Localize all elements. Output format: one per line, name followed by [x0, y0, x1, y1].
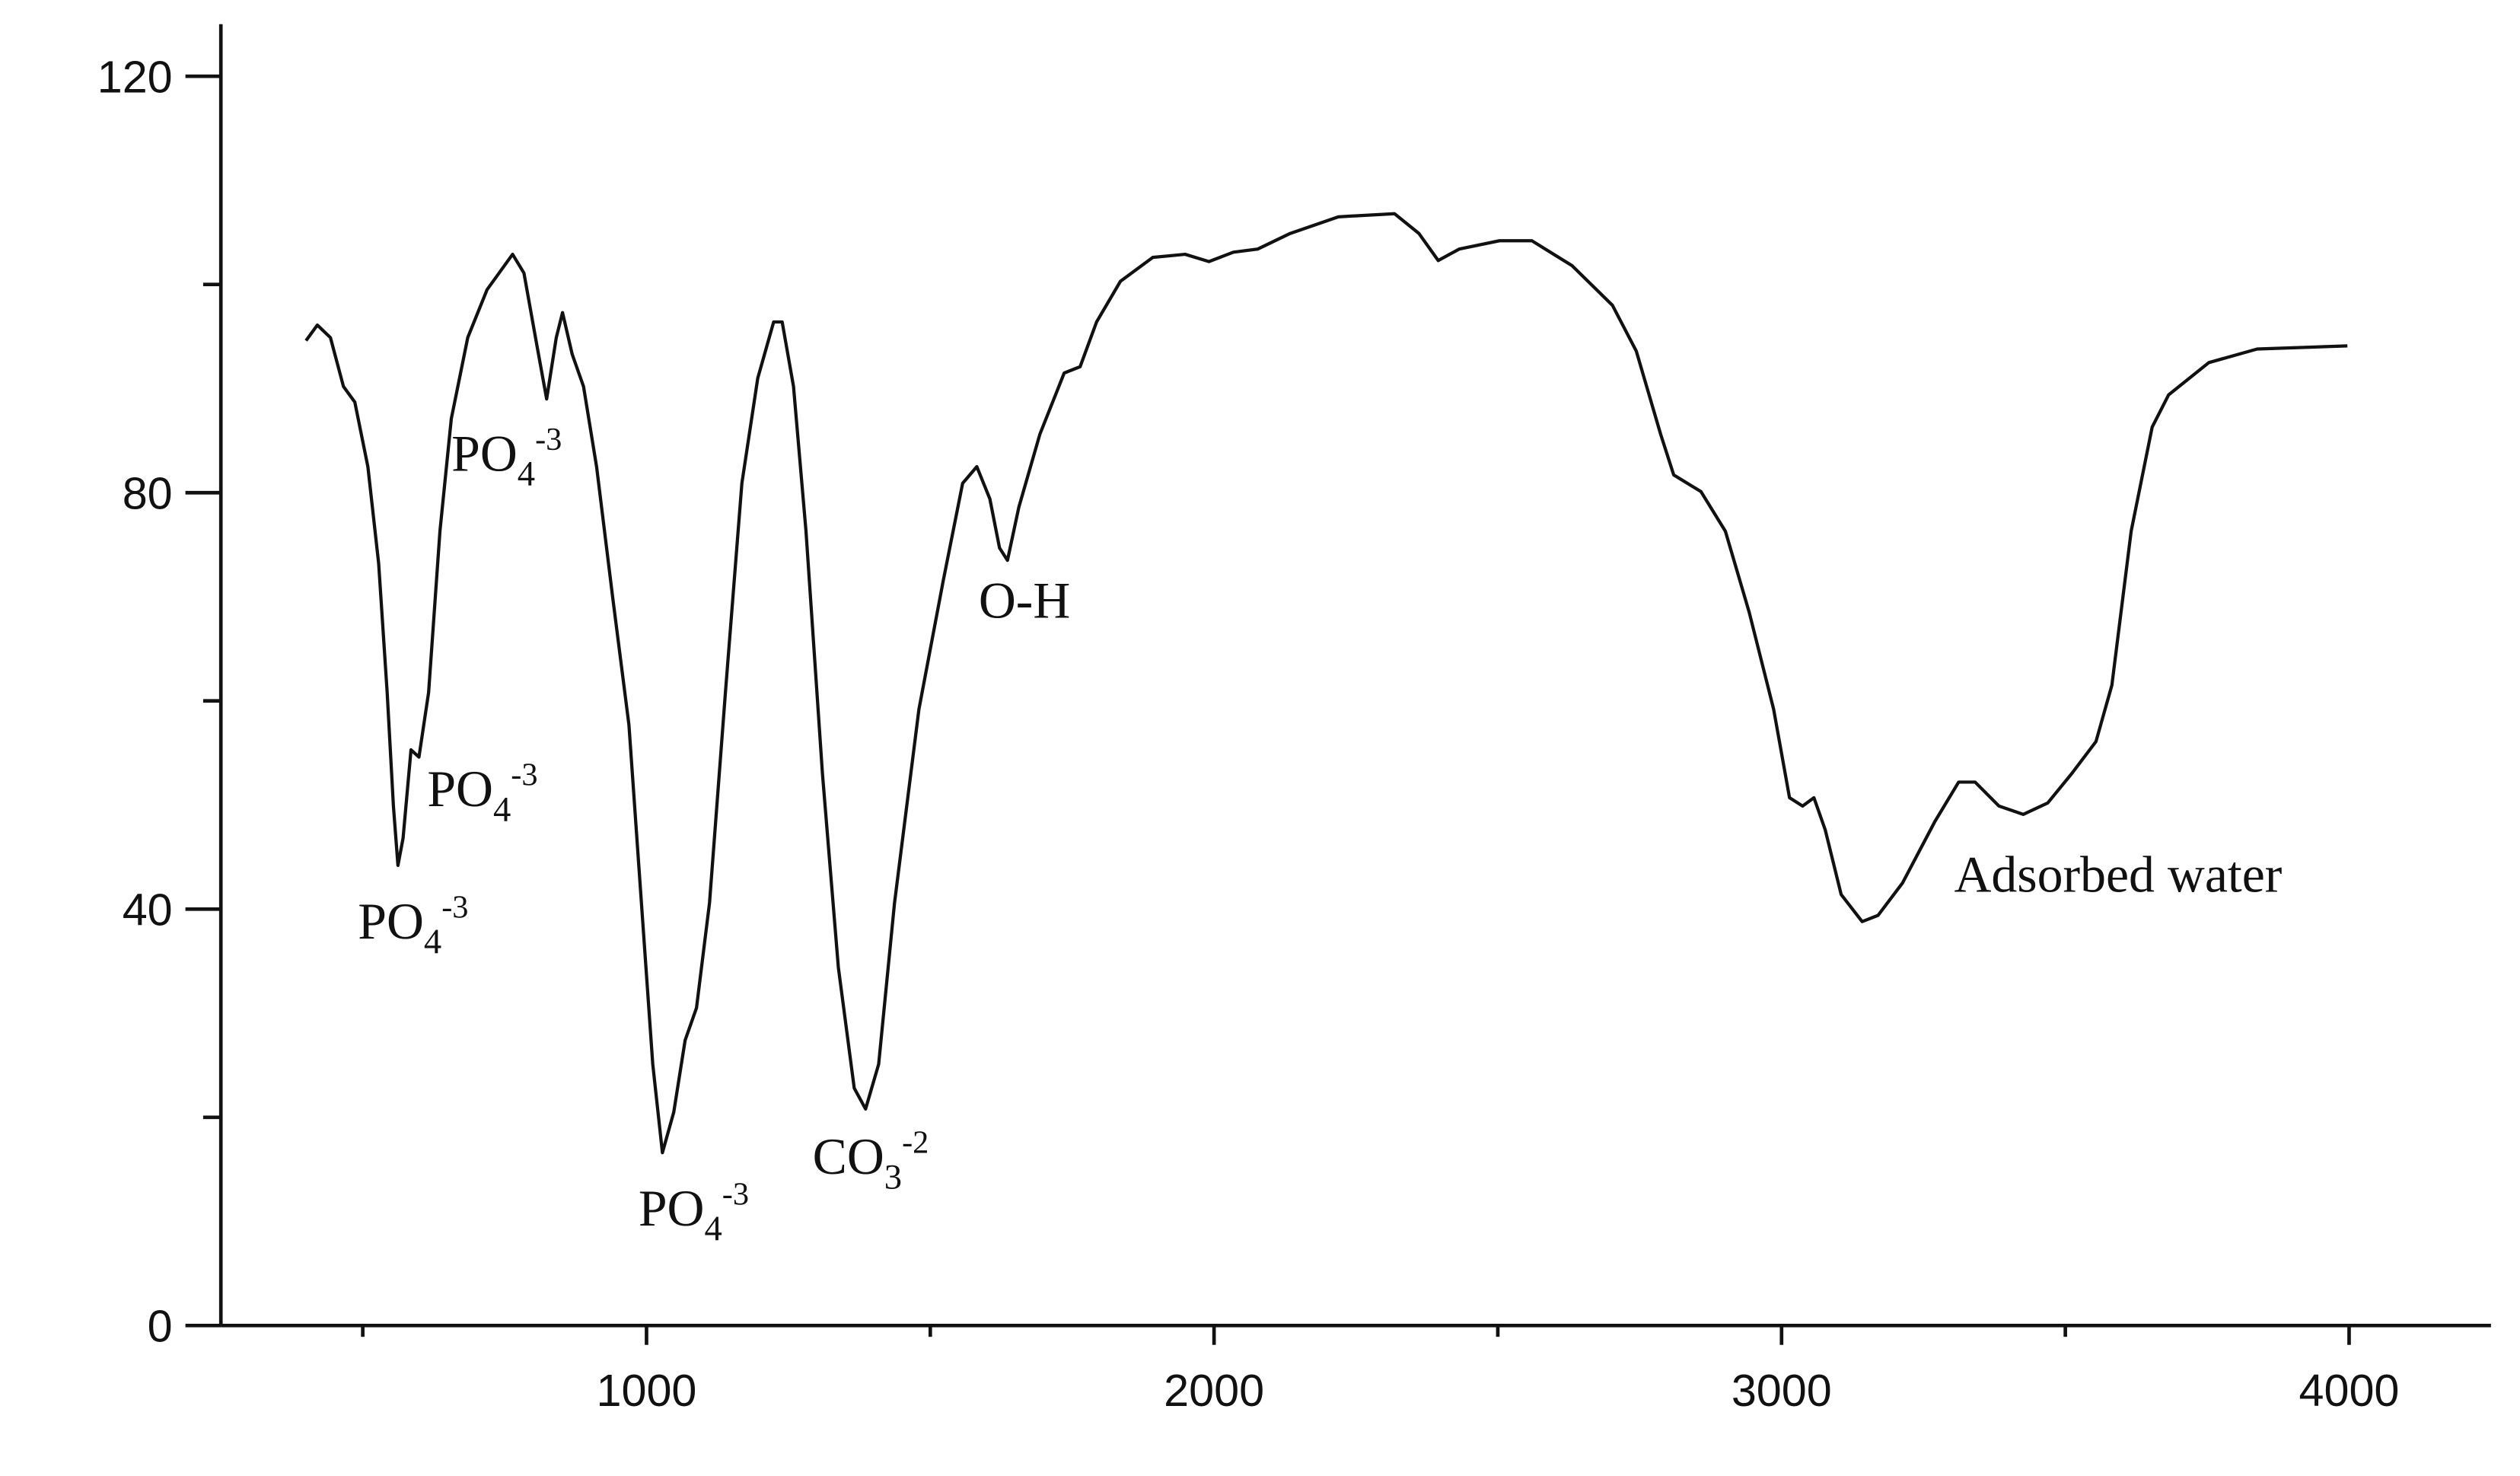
x-tick-label: 4000 [2299, 1365, 2399, 1416]
annotation-text: PO [639, 1180, 705, 1237]
annotation-sup: -3 [441, 889, 468, 925]
annotation-sup: -2 [902, 1125, 929, 1161]
annotation: Adsorbed water [1954, 846, 2282, 903]
x-tick-label: 3000 [1732, 1365, 1832, 1416]
annotation-sub: 4 [493, 789, 511, 829]
annotation-sub: 4 [518, 454, 535, 494]
annotation-text: O-H [979, 572, 1070, 629]
annotation-sup: -3 [722, 1176, 749, 1212]
annotation: PO4-3 [451, 422, 562, 494]
annotation: O-H [979, 572, 1070, 629]
annotation-sup: -3 [535, 422, 562, 457]
annotation-sup: -3 [511, 757, 537, 793]
y-tick-label: 120 [97, 51, 173, 102]
y-tick-label: 40 [123, 884, 173, 935]
annotation-sub: 3 [884, 1157, 902, 1197]
annotation-text: CO [813, 1128, 884, 1185]
annotation-text: PO [358, 893, 424, 950]
annotation-text: Adsorbed water [1954, 846, 2282, 903]
annotation: PO4-3 [639, 1176, 749, 1248]
annotation-text: PO [451, 426, 518, 483]
spectrum-line [304, 212, 2348, 1155]
annotation-sub: 4 [424, 922, 441, 961]
x-tick-label: 2000 [1164, 1365, 1264, 1416]
x-tick-label: 1000 [597, 1365, 697, 1416]
annotation-sub: 4 [705, 1209, 722, 1248]
y-tick-label: 80 [123, 467, 173, 518]
annotation: PO4-3 [427, 757, 537, 830]
annotation: CO3-2 [813, 1125, 929, 1197]
annotation: PO4-3 [358, 889, 468, 961]
annotation-text: PO [427, 760, 493, 818]
y-tick-label: 0 [148, 1301, 173, 1352]
